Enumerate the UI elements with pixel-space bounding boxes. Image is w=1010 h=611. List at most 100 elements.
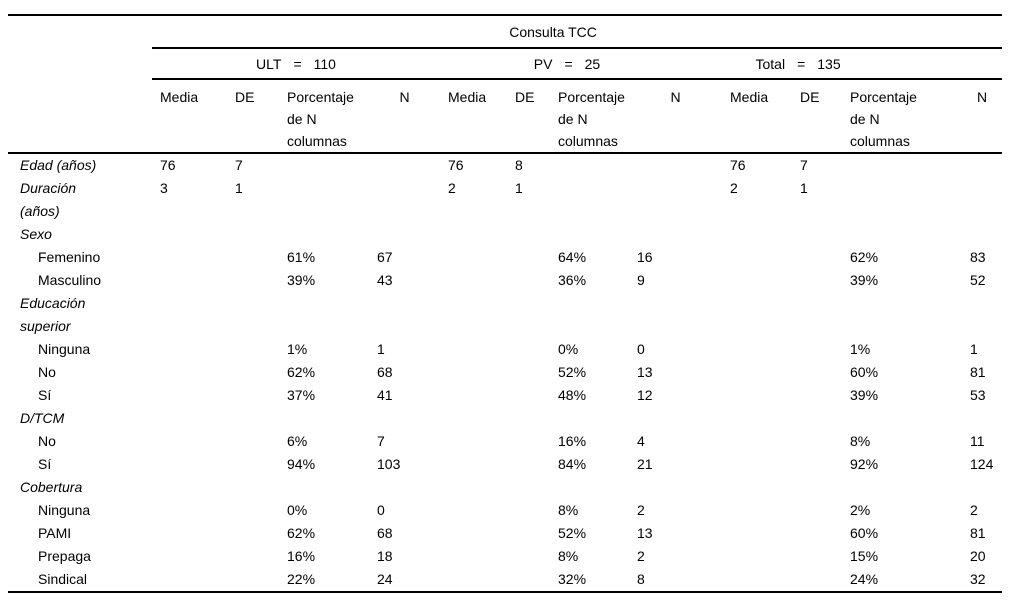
equals-sign: = (797, 55, 806, 72)
cell: 103 (377, 456, 401, 472)
cell: 0 (637, 341, 645, 357)
cell (152, 499, 227, 522)
cell (279, 292, 369, 338)
cell: 53 (970, 387, 986, 403)
cell (369, 476, 440, 499)
table-title: Consulta TCC (152, 15, 1003, 49)
cell (507, 292, 550, 338)
row-label: Sí (38, 387, 52, 403)
row-label: Ninguna (38, 502, 91, 518)
cell: 8% (850, 433, 871, 449)
cell (507, 361, 550, 384)
cell (792, 545, 842, 568)
group-name: Total (755, 55, 786, 72)
col-header-n: N (962, 79, 1003, 154)
table-row: No 6% 7 16% 4 8% 11 (8, 430, 1002, 453)
cell: 43 (377, 272, 393, 288)
table-row: Prepaga 16% 18 8% 2 15% 20 (8, 545, 1002, 568)
cell (792, 407, 842, 430)
cell: 8% (558, 502, 579, 518)
cell (842, 153, 962, 177)
row-label: No (38, 364, 56, 380)
cell (629, 407, 722, 430)
cell (152, 522, 227, 545)
table-row: Educación superior (8, 292, 1002, 338)
cell: 7 (800, 157, 808, 173)
cell (550, 292, 629, 338)
cell (440, 246, 507, 269)
cell (550, 177, 629, 223)
cell: 62% (850, 249, 879, 265)
cell: 1 (515, 180, 523, 196)
stub-cell (8, 15, 152, 48)
cell: 16% (287, 548, 316, 564)
table-row: Femenino 61% 67 64% 16 62% 83 (8, 246, 1002, 269)
cell (227, 338, 279, 361)
cell (369, 153, 440, 177)
cell: 39% (850, 272, 879, 288)
col-header-porcentaje: Porcentaje de N columnas (550, 79, 629, 154)
row-label: Cobertura (20, 479, 83, 495)
cell: 7 (377, 433, 385, 449)
row-label: Prepaga (38, 548, 91, 564)
group-header-row: ULT = 110 PV = 25 Total = 135 (8, 48, 1003, 80)
cell: 39% (850, 387, 879, 403)
cell (842, 177, 962, 223)
cell (227, 568, 279, 592)
cell (152, 430, 227, 453)
cell: 7 (235, 157, 243, 173)
cell: 1 (800, 180, 808, 196)
cell (227, 246, 279, 269)
cell: 8 (515, 157, 523, 173)
cell (792, 499, 842, 522)
equals-sign: = (564, 55, 573, 72)
cell (369, 407, 440, 430)
cell: 48% (558, 387, 587, 403)
cell: 2% (850, 502, 871, 518)
cell (722, 338, 792, 361)
col-header-porcentaje: Porcentaje de N columnas (279, 79, 369, 154)
cell (152, 361, 227, 384)
cell: 39% (287, 272, 316, 288)
cell: 68 (377, 364, 393, 380)
cell (227, 269, 279, 292)
cell: 1% (287, 341, 308, 357)
cell (227, 499, 279, 522)
col-header-n: N (629, 79, 722, 154)
cell: 62% (287, 364, 316, 380)
col-header-de: DE (792, 79, 842, 154)
cell: 84% (558, 456, 587, 472)
cell (440, 430, 507, 453)
col-header-porcentaje: Porcentaje de N columnas (842, 79, 962, 154)
cell (507, 246, 550, 269)
cell (722, 361, 792, 384)
cell (722, 430, 792, 453)
cell (507, 223, 550, 246)
table-row: Sindical 22% 24 32% 8 24% 32 (8, 568, 1002, 592)
cell (152, 476, 227, 499)
cell (792, 223, 842, 246)
cell (550, 223, 629, 246)
cell: 13 (637, 364, 653, 380)
col-header-de: DE (227, 79, 279, 154)
group-header-pv: PV = 25 (440, 48, 722, 80)
cell (962, 407, 1002, 430)
cell (227, 361, 279, 384)
cell: 61% (287, 249, 316, 265)
cell: 83 (970, 249, 986, 265)
row-label: Sindical (38, 571, 88, 587)
col-header-media: Media (440, 79, 507, 154)
cell (507, 476, 550, 499)
cell (842, 292, 962, 338)
cell: 11 (970, 433, 985, 449)
cell (842, 407, 962, 430)
cell (152, 407, 227, 430)
cell (440, 361, 507, 384)
cell (227, 545, 279, 568)
cell (440, 384, 507, 407)
cell: 76 (448, 157, 464, 173)
cell (440, 476, 507, 499)
cell (440, 338, 507, 361)
cell (629, 223, 722, 246)
cell (440, 223, 507, 246)
